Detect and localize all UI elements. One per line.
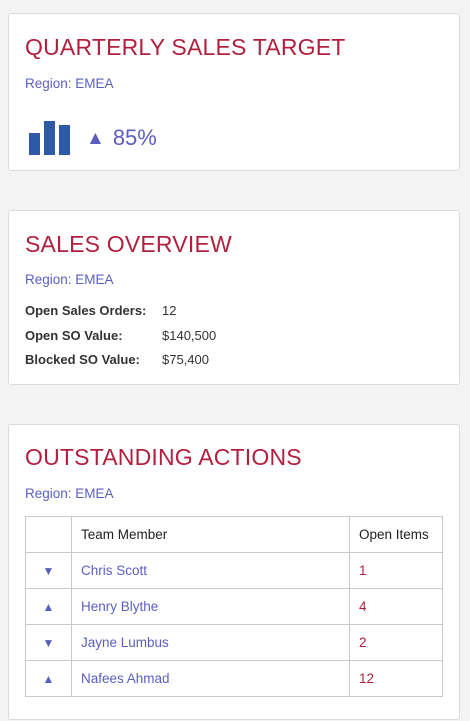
table-row[interactable]: ▼ Jayne Lumbus 2: [25, 624, 443, 661]
card-title: OUTSTANDING ACTIONS: [25, 444, 302, 470]
column-header-team-member[interactable]: Team Member: [71, 516, 350, 553]
region-label: Region: EMEA: [25, 272, 114, 287]
triangle-up-icon: ▲: [86, 127, 105, 149]
stat-label: Open Sales Orders:: [25, 303, 147, 318]
open-items-count: 1: [349, 552, 443, 589]
bar-chart-icon: [29, 121, 70, 155]
stat-row-open-sales-orders: Open Sales Orders: 12: [25, 303, 176, 318]
column-header-open-items[interactable]: Open Items: [349, 516, 443, 553]
outstanding-actions-card: OUTSTANDING ACTIONS Region: EMEA Team Me…: [8, 424, 460, 720]
triangle-up-icon: ▲: [42, 672, 55, 686]
triangle-down-icon: ▼: [42, 564, 55, 578]
trend-cell: ▲: [25, 660, 72, 697]
kpi-percent: 85%: [112, 125, 157, 150]
team-member-link[interactable]: Jayne Lumbus: [71, 624, 350, 661]
table-row[interactable]: ▼ Chris Scott 1: [25, 552, 443, 589]
table-header-row: Team Member Open Items: [25, 516, 443, 553]
table-row[interactable]: ▲ Nafees Ahmad 12: [25, 660, 443, 697]
trend-cell: ▼: [25, 624, 72, 661]
actions-table: Team Member Open Items ▼ Chris Scott 1 ▲…: [25, 516, 443, 697]
stat-label: Blocked SO Value:: [25, 352, 140, 367]
quarterly-sales-target-card: QUARTERLY SALES TARGET Region: EMEA ▲ 85…: [8, 13, 460, 171]
stat-value: $140,500: [162, 328, 217, 343]
column-header-trend: [25, 516, 72, 553]
sales-overview-card: SALES OVERVIEW Region: EMEA Open Sales O…: [8, 210, 460, 385]
card-title: SALES OVERVIEW: [25, 231, 232, 257]
stat-row-blocked-so-value: Blocked SO Value: $75,400: [25, 352, 209, 367]
team-member-link[interactable]: Chris Scott: [71, 552, 350, 589]
stat-value: $75,400: [162, 352, 209, 367]
kpi-indicator: ▲ 85%: [29, 120, 157, 156]
region-label: Region: EMEA: [25, 76, 114, 91]
open-items-count: 12: [349, 660, 443, 697]
stat-label: Open SO Value:: [25, 328, 123, 343]
region-label: Region: EMEA: [25, 486, 114, 501]
trend-cell: ▲: [25, 588, 72, 625]
open-items-count: 2: [349, 624, 443, 661]
team-member-link[interactable]: Nafees Ahmad: [71, 660, 350, 697]
triangle-up-icon: ▲: [42, 600, 55, 614]
open-items-count: 4: [349, 588, 443, 625]
trend-cell: ▼: [25, 552, 72, 589]
table-row[interactable]: ▲ Henry Blythe 4: [25, 588, 443, 625]
card-title: QUARTERLY SALES TARGET: [25, 34, 346, 60]
stat-row-open-so-value: Open SO Value: $140,500: [25, 328, 216, 343]
triangle-down-icon: ▼: [42, 636, 55, 650]
team-member-link[interactable]: Henry Blythe: [71, 588, 350, 625]
stat-value: 12: [162, 303, 177, 318]
